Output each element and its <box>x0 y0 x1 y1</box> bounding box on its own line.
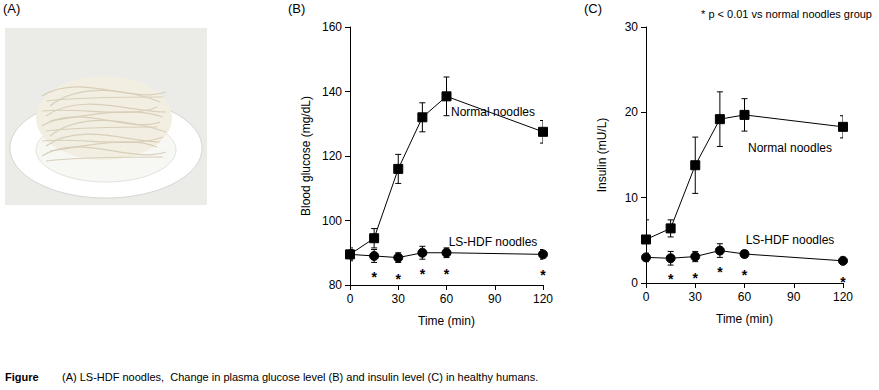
svg-text:120: 120 <box>322 149 342 163</box>
svg-text:60: 60 <box>738 290 752 304</box>
svg-text:Figure: Figure <box>5 371 39 383</box>
svg-text:*: * <box>840 274 846 290</box>
svg-text:160: 160 <box>322 20 342 34</box>
svg-text:Normal noodles: Normal noodles <box>748 141 832 155</box>
svg-text:140: 140 <box>322 85 342 99</box>
svg-text:30: 30 <box>625 20 639 34</box>
svg-text:*: * <box>717 264 723 280</box>
svg-text:120: 120 <box>533 292 553 306</box>
svg-text:10: 10 <box>625 191 639 205</box>
svg-text:*: * <box>668 271 674 287</box>
svg-text:* p < 0.01 vs normal noodles g: * p < 0.01 vs normal noodles group <box>701 8 872 20</box>
svg-text:*: * <box>396 271 402 287</box>
svg-text:*: * <box>742 267 748 283</box>
svg-text:*: * <box>371 269 377 285</box>
svg-text:80: 80 <box>329 278 343 292</box>
svg-text:Blood glucose (mg/dL): Blood glucose (mg/dL) <box>299 96 313 216</box>
svg-text:Time (min): Time (min) <box>716 312 773 326</box>
svg-text:*: * <box>540 267 546 283</box>
svg-text:0: 0 <box>643 290 650 304</box>
svg-text:90: 90 <box>787 290 801 304</box>
svg-text:(B): (B) <box>288 1 305 16</box>
svg-text:90: 90 <box>488 292 502 306</box>
svg-text:(A) LS-HDF noodles, Change in: (A) LS-HDF noodles, Change in plasma glu… <box>62 371 538 383</box>
svg-text:LS-HDF noodles: LS-HDF noodles <box>449 235 538 249</box>
svg-text:0: 0 <box>347 292 354 306</box>
svg-text:*: * <box>420 266 426 282</box>
svg-text:LS-HDF noodles: LS-HDF noodles <box>746 233 835 247</box>
svg-text:20: 20 <box>625 105 639 119</box>
svg-text:30: 30 <box>392 292 406 306</box>
svg-text:*: * <box>693 270 699 286</box>
svg-text:(C): (C) <box>584 1 602 16</box>
svg-text:0: 0 <box>631 276 638 290</box>
svg-text:*: * <box>444 266 450 282</box>
svg-text:Insulin (mU/L): Insulin (mU/L) <box>595 118 609 193</box>
svg-text:Time (min): Time (min) <box>418 314 475 328</box>
svg-text:(A): (A) <box>3 1 20 16</box>
svg-text:Normal noodles: Normal noodles <box>451 105 535 119</box>
svg-text:30: 30 <box>689 290 703 304</box>
svg-text:60: 60 <box>440 292 454 306</box>
svg-text:120: 120 <box>833 290 853 304</box>
svg-text:100: 100 <box>322 214 342 228</box>
